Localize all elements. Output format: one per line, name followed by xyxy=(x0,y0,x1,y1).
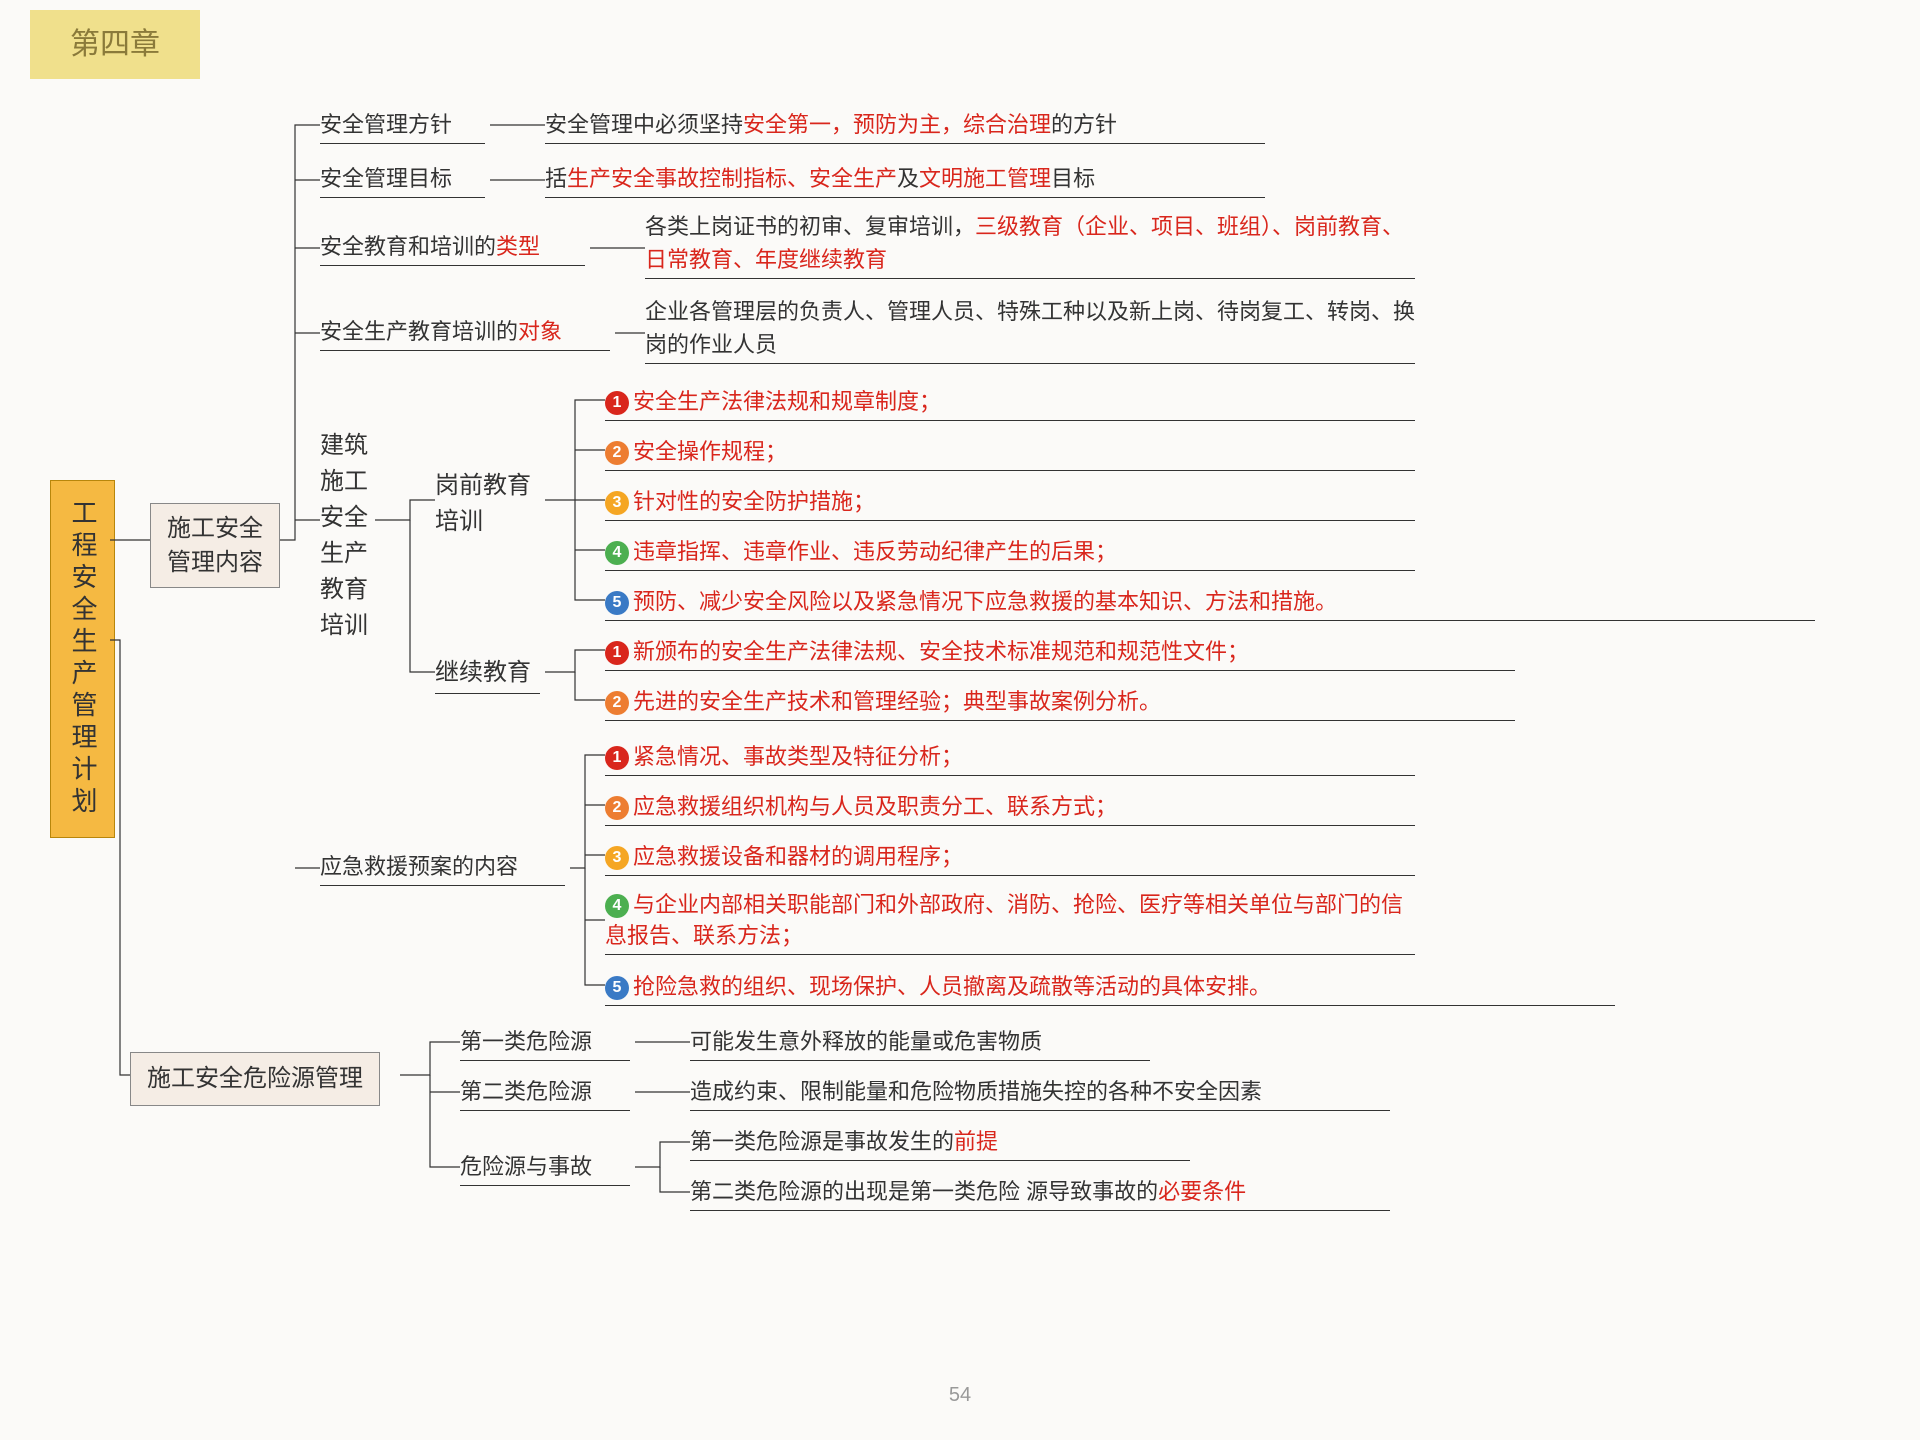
edu-obj-pre: 安全生产教育培训的 xyxy=(320,319,518,344)
sub-node-content: 施工安全 管理内容 xyxy=(150,503,280,588)
txt: 及 xyxy=(897,166,919,191)
content-haz2: 造成约束、限制能量和危险物质措施失控的各种不安全因素 xyxy=(690,1075,1390,1111)
chapter-tab: 第四章 xyxy=(30,10,200,79)
txt: 第二类危险源的出现是第一类危险 源导致事故的 xyxy=(690,1179,1158,1204)
txt: 第一类危险源是事故发生的 xyxy=(690,1129,954,1154)
item-em-3: 3应急救援设备和器材的调用程序； xyxy=(605,840,1415,876)
label-pre-job: 岗前教育培训 xyxy=(435,468,535,540)
txt: 抢险急救的组织、现场保护、人员撤离及疏散等活动的具体安排。 xyxy=(633,974,1271,999)
content-policy: 安全管理中必须坚持安全第一，预防为主，综合治理的方针 xyxy=(545,108,1265,144)
content-haz1: 可能发生意外释放的能量或危害物质 xyxy=(690,1025,1150,1061)
item-pre-1: 1安全生产法律法规和规章制度； xyxy=(605,385,1415,421)
item-em-5: 5抢险急救的组织、现场保护、人员撤离及疏散等活动的具体安排。 xyxy=(605,970,1615,1006)
label-target: 安全管理目标 xyxy=(320,162,485,198)
txt: 安全管理中必须坚持 xyxy=(545,112,743,137)
label-haz1: 第一类危险源 xyxy=(460,1025,630,1061)
item-pre-5: 5预防、减少安全风险以及紧急情况下应急救援的基本知识、方法和措施。 xyxy=(605,585,1815,621)
edu-type-red: 类型 xyxy=(496,234,540,259)
label-cont-edu: 继续教育 xyxy=(435,655,540,694)
page-number: 54 xyxy=(949,1380,971,1410)
txt: 应急救援组织机构与人员及职责分工、联系方式； xyxy=(633,794,1117,819)
label-policy: 安全管理方针 xyxy=(320,108,485,144)
label-emergency: 应急救援预案的内容 xyxy=(320,850,565,886)
content-haz-acc1: 第一类危险源是事故发生的前提 xyxy=(690,1125,1190,1161)
item-pre-3: 3针对性的安全防护措施； xyxy=(605,485,1415,521)
item-em-4: 4与企业内部相关职能部门和外部政府、消防、抢险、医疗等相关单位与部门的信息报告、… xyxy=(605,890,1415,955)
txt: 与企业内部相关职能部门和外部政府、消防、抢险、医疗等相关单位与部门的信息报告、联… xyxy=(605,892,1403,948)
txt: 的方针 xyxy=(1051,112,1117,137)
txt: 违章指挥、违章作业、违反劳动纪律产生的后果； xyxy=(633,539,1117,564)
sub-node-hazard: 施工安全危险源管理 xyxy=(130,1052,380,1106)
txt: 文明施工管理 xyxy=(919,166,1051,191)
label-haz2: 第二类危险源 xyxy=(460,1075,630,1111)
content-edu-type: 各类上岗证书的初审、复审培训，三级教育（企业、项目、班组）、岗前教育、日常教育、… xyxy=(645,210,1415,279)
txt: 括 xyxy=(545,166,567,191)
txt: 新颁布的安全生产法律法规、安全技术标准规范和规范性文件； xyxy=(633,639,1249,664)
item-em-2: 2应急救援组织机构与人员及职责分工、联系方式； xyxy=(605,790,1415,826)
txt: 应急救援设备和器材的调用程序； xyxy=(633,844,963,869)
txt: 必要条件 xyxy=(1158,1179,1246,1204)
txt: 先进的安全生产技术和管理经验；典型事故案例分析。 xyxy=(633,689,1161,714)
txt: 各类上岗证书的初审、复审培训， xyxy=(645,214,975,239)
txt: 目标 xyxy=(1051,166,1095,191)
content-edu-obj: 企业各管理层的负责人、管理人员、特殊工种以及新上岗、待岗复工、转岗、换岗的作业人… xyxy=(645,295,1415,364)
item-cont-1: 1新颁布的安全生产法律法规、安全技术标准规范和规范性文件； xyxy=(605,635,1515,671)
content-target: 括生产安全事故控制指标、安全生产及文明施工管理目标 xyxy=(545,162,1265,198)
txt: 安全生产法律法规和规章制度； xyxy=(633,389,941,414)
txt: 预防、减少安全风险以及紧急情况下应急救援的基本知识、方法和措施。 xyxy=(633,589,1337,614)
item-em-1: 1紧急情况、事故类型及特征分析； xyxy=(605,740,1415,776)
edu-obj-red: 对象 xyxy=(518,319,562,344)
label-construction-edu: 建筑施工安全生产教育培训 xyxy=(320,428,370,644)
txt: 紧急情况、事故类型及特征分析； xyxy=(633,744,963,769)
label-haz-acc: 危险源与事故 xyxy=(460,1150,630,1186)
item-pre-2: 2安全操作规程； xyxy=(605,435,1415,471)
txt: 安全第一，预防为主，综合治理 xyxy=(743,112,1051,137)
label-edu-obj: 安全生产教育培训的对象 xyxy=(320,315,610,351)
item-cont-2: 2先进的安全生产技术和管理经验；典型事故案例分析。 xyxy=(605,685,1515,721)
txt: 针对性的安全防护措施； xyxy=(633,489,875,514)
item-pre-4: 4违章指挥、违章作业、违反劳动纪律产生的后果； xyxy=(605,535,1415,571)
txt: 前提 xyxy=(954,1129,998,1154)
edu-type-pre: 安全教育和培训的 xyxy=(320,234,496,259)
label-edu-type: 安全教育和培训的类型 xyxy=(320,230,585,266)
root-node: 工程安全生产管理计划 xyxy=(50,480,115,838)
txt: 生产安全事故控制指标、安全生产 xyxy=(567,166,897,191)
content-haz-acc2: 第二类危险源的出现是第一类危险 源导致事故的必要条件 xyxy=(690,1175,1390,1211)
txt: 安全操作规程； xyxy=(633,439,787,464)
